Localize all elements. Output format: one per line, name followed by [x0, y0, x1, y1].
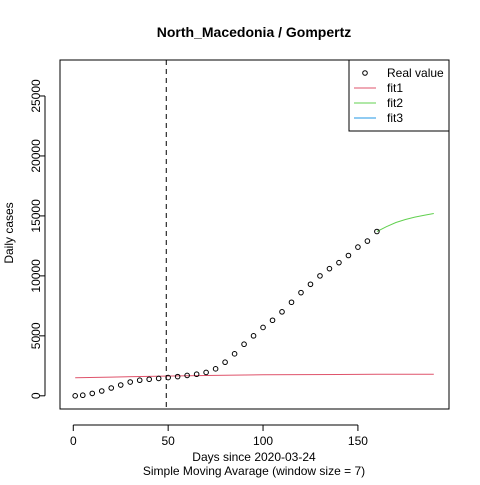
data-point — [174, 373, 181, 380]
data-point — [155, 375, 162, 382]
y-tick-label: 25000 — [29, 79, 43, 113]
data-point — [288, 299, 295, 306]
data-point — [336, 259, 342, 266]
x-axis-sublabel: Simple Moving Avarage (window size = 7) — [143, 464, 365, 478]
data-point — [212, 366, 219, 372]
x-axis-label: Days since 2020-03-24 — [192, 450, 316, 464]
data-point — [136, 377, 143, 384]
data-point — [127, 379, 134, 385]
x-tick-label: 100 — [253, 434, 273, 448]
data-point — [355, 244, 361, 250]
data-point — [279, 309, 285, 315]
y-axis: 0 5000 10000 15000 20000 25000 — [29, 79, 46, 399]
y-tick-label: 10000 — [29, 259, 43, 293]
data-point — [72, 393, 78, 399]
data-point — [326, 265, 333, 272]
data-point — [374, 228, 380, 235]
data-point — [250, 333, 257, 339]
data-point — [269, 317, 276, 324]
x-tick-label: 0 — [70, 434, 77, 448]
data-point — [345, 252, 352, 259]
y-tick-label: 15000 — [29, 199, 43, 233]
legend-box — [348, 59, 450, 132]
x-tick-label: 150 — [348, 434, 368, 448]
plot-area — [72, 60, 434, 409]
data-point — [108, 385, 115, 391]
data-point — [98, 388, 105, 394]
legend-marker — [362, 70, 368, 76]
x-tick-label: 50 — [161, 434, 175, 448]
legend-label: fit3 — [387, 111, 403, 125]
plot-frame — [59, 59, 450, 410]
data-point — [231, 351, 238, 357]
data-point — [241, 341, 247, 348]
y-axis-label: Daily cases — [2, 202, 16, 263]
y-tick-label: 5000 — [29, 322, 43, 349]
data-point — [260, 324, 266, 331]
data-point — [146, 376, 152, 383]
data-point — [317, 273, 323, 279]
data-point — [298, 289, 304, 296]
data-point — [89, 390, 96, 397]
y-tick-label: 0 — [29, 392, 43, 399]
data-point — [193, 371, 200, 378]
series-fit1-line — [75, 373, 434, 379]
data-point — [79, 392, 86, 399]
data-point — [364, 238, 371, 244]
legend-label: fit1 — [387, 81, 403, 95]
data-point — [222, 359, 228, 366]
data-point — [203, 369, 209, 376]
x-axis: 0 50 100 150 — [70, 424, 368, 448]
legend-label: Real value — [387, 66, 444, 80]
y-tick-label: 20000 — [29, 139, 43, 173]
data-point — [117, 382, 124, 388]
chart-title: North_Macedonia / Gompertz — [157, 24, 351, 40]
series-fit2-line — [376, 213, 434, 232]
data-point — [165, 374, 171, 381]
data-point — [184, 372, 190, 379]
data-point — [307, 281, 314, 288]
legend-label: fit2 — [387, 96, 403, 110]
